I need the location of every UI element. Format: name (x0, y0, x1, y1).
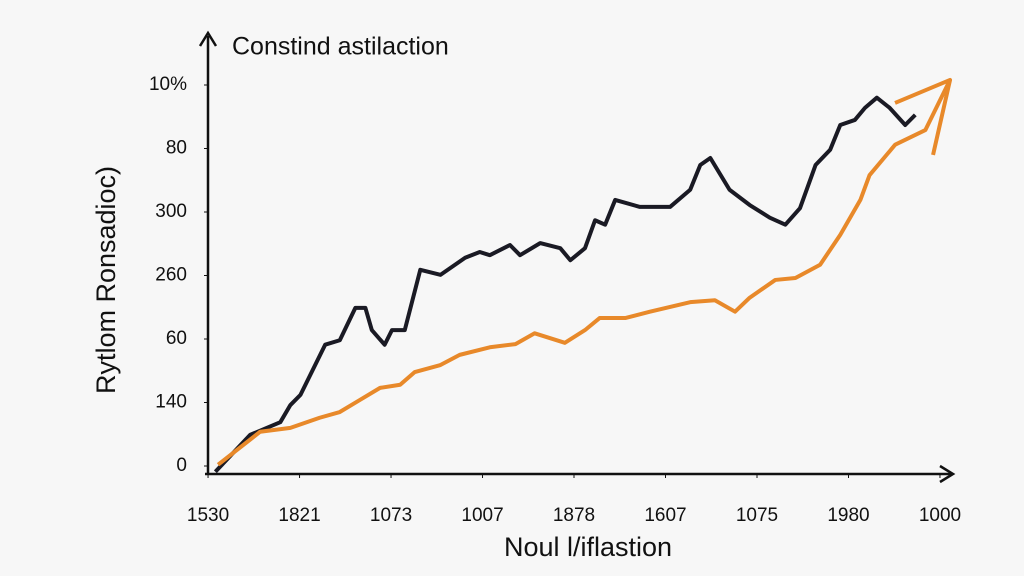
y-tick-label: 260 (155, 265, 187, 286)
x-tick-label: 1821 (278, 505, 320, 526)
x-tick-label: 1007 (461, 505, 503, 526)
arrow-head (894, 77, 953, 156)
y-tick-label: 60 (166, 328, 187, 349)
line-series (216, 79, 952, 467)
x-tick-label: 1980 (827, 505, 869, 526)
y-tick-label: 140 (155, 392, 187, 413)
chart-title: Constind astilaction (232, 33, 449, 61)
x-axis-arrow (939, 464, 956, 484)
x-tick-label: 1530 (187, 505, 229, 526)
x-tick-label: 1075 (736, 505, 778, 526)
x-axis-label: Noul l/iflastion (504, 532, 672, 562)
x-tick-label: 1000 (919, 505, 961, 526)
y-tick-label: 10% (149, 74, 187, 95)
y-axis-arrow (198, 30, 218, 47)
x-tick-label: 1073 (370, 505, 412, 526)
y-tick-label: 300 (155, 201, 187, 222)
y-tick-label: 0 (176, 455, 187, 476)
y-tick-label: 80 (166, 138, 187, 159)
x-tick-label: 1607 (644, 505, 686, 526)
x-tick-label: 1878 (553, 505, 595, 526)
line-series (213, 95, 917, 474)
y-axis-label: Rytlom Ronsadioc) (91, 166, 121, 394)
